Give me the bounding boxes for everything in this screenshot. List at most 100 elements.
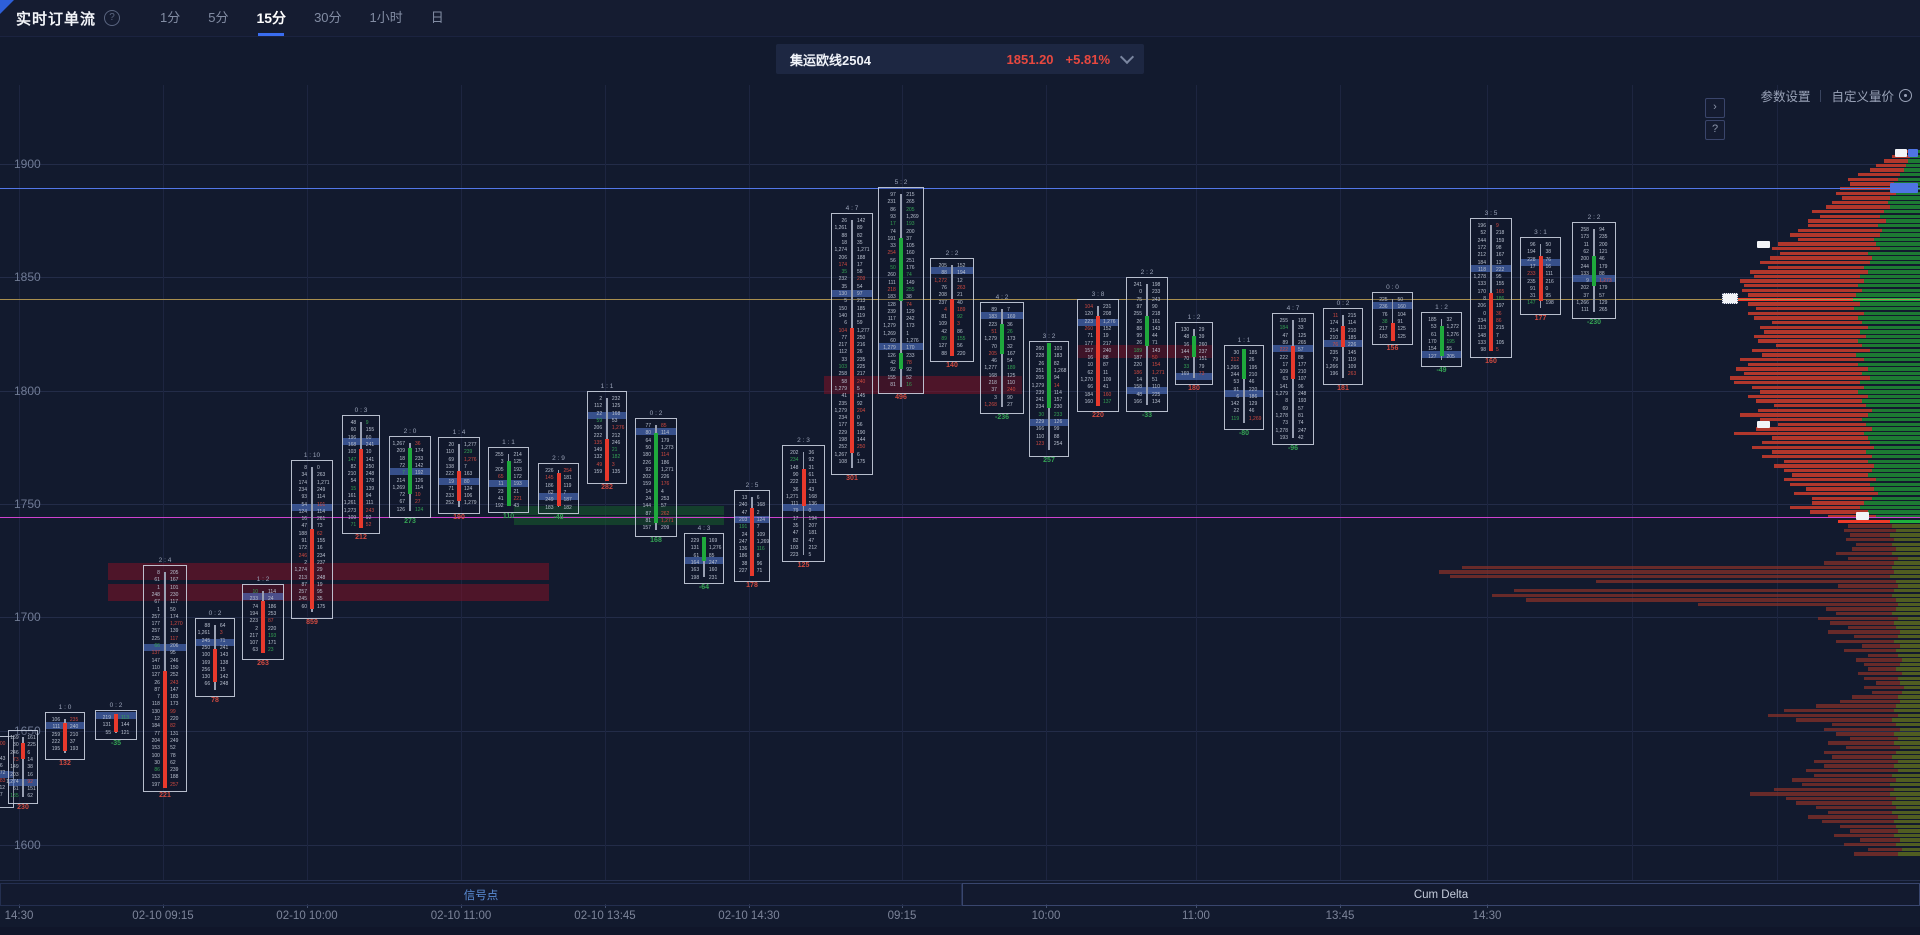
settings-link[interactable]: 参数设置 [1760,90,1811,104]
tab-timeframe-3[interactable]: 15分 [256,0,286,36]
volume-profile-bar [1884,159,1920,163]
grid-line-horizontal [0,845,1920,846]
volume-profile-bar [1816,704,1920,708]
footprint-candle[interactable]: 225 50 236 160 76 104 38 91 217 125 163 125 0 : 0 156 [1372,284,1413,352]
panel-help-button[interactable]: ? [1705,120,1725,140]
footprint-candle[interactable]: 258 94 173 235 11 200 62 121 200 46 244 179 133 88 9 1,… [1572,214,1616,326]
grid-line-vertical [1777,85,1778,880]
signal-panel-label: 信号点 [463,889,499,902]
corner-decoration [0,0,14,14]
footprint-candle[interactable]: 20 1,277 110 239 69 1,276 138 7 222 163 19 80 71 124 2… [438,429,480,521]
candle-body [114,714,118,732]
footprint-candle[interactable]: 1581001011562438146161172121183208112111… [0,736,14,808]
footprint-candle[interactable]: 202 36 234 92 148 31 90 61 222 131 36 43 1,271 168 111… [782,437,825,569]
footprint-candle[interactable]: 26 142 1,261 89 88 82 18 35 1,274 1,271 206 188 174 1… [831,205,873,482]
help-icon[interactable]: ? [104,10,121,26]
expand-panel-button[interactable]: › [1705,98,1725,118]
footprint-candle[interactable]: 8 0 34 263 174 1,271 234 249 93 114 54 101 124 114 16 2… [291,452,333,626]
candle-body [556,473,561,506]
volume-profile-bar [1740,357,1920,362]
footprint-candle[interactable]: 229 169 131 1,276 61 85 164 247 163 160 198 231 4 : … [684,525,724,591]
footprint-candle[interactable]: 8 205 61 167 1 101 248 230 67 117 1 50 257 174 177 1,27… [143,557,187,799]
volume-profile-bar [1734,381,1920,385]
grid-line-vertical [1632,85,1633,880]
signal-panel[interactable]: 信号点 [0,883,962,906]
tab-timeframe-2[interactable]: 5分 [208,10,229,25]
footprint-candle[interactable]: 226 254 145 181 186 119 62 7 249 187 183 182 2 : 9 -4… [538,455,579,521]
footprint-candle[interactable]: 255 193 184 33 47 125 89 265 222 57 222 88 17 177 109 2… [1272,305,1314,452]
eye-icon[interactable] [1899,89,1912,102]
instrument-badge[interactable]: 集运欧线2504 1851.20 +5.81% [776,44,1144,74]
custom-volume-price-link[interactable]: 自定义量价 [1831,90,1894,104]
tab-timeframe-6[interactable]: 日 [430,10,444,25]
footprint-candle[interactable]: 260 103 228 183 26 82 251 1,268 205 94 1,279 14 239 1… [1029,333,1069,464]
candle-delta-label: 160 [1485,358,1497,365]
footprint-candle[interactable]: 96 50 194 38 228 76 17 16 233 111 235 216 91 0 31 95 147… [1520,229,1561,322]
candle-ratio-label: 1 : 2 [1435,304,1448,311]
candle-body [163,671,167,788]
volume-profile-bar [1450,575,1920,579]
upper-band-line [0,188,1920,189]
chart-toolbar: 参数设置 自定义量价 [1760,86,1912,105]
candle-delta-label: -96 [1287,445,1299,452]
volume-profile-bar [1744,283,1920,288]
candle-wick [1292,320,1294,438]
volume-profile-bar [1772,320,1920,325]
footprint-candle[interactable]: 1,267 36 209 174 18 233 72 142 7 192 214 126 1,269 11… [389,428,431,525]
footprint-candle[interactable]: 255 214 3 125 205 193 65 172 11 193 23 21 41 221 192 43… [488,439,529,520]
cum-delta-panel[interactable]: Cum Delta [962,883,1920,906]
footprint-candle[interactable]: 185 32 53 1,272 61 1,276 170 195 154 55 127 205 1 : … [1421,304,1462,374]
footprint-candle[interactable]: 159 161 30 225 246 6 73 14 149 38 203 16 1,274 92 61 15… [6,730,38,811]
volume-profile-bar [1772,247,1920,251]
poc-label [1722,293,1738,304]
footprint-candle[interactable]: 97 215 231 265 86 205 93 1,269 17 193 74 200 191 37 33… [878,179,924,401]
volume-profile-bar [1756,307,1920,311]
tab-timeframe-4[interactable]: 30分 [314,10,342,25]
volume-profile-bar [1806,769,1920,773]
candle-body [950,299,954,356]
footprint-candle[interactable]: 89 7 183 169 223 36 51 26 1,279 173 70 32 205 167 46 54… [980,294,1024,421]
candle-wick [1490,225,1492,351]
volume-profile-bar [1846,745,1920,750]
footprint-candle[interactable]: 13 6 240 168 47 2 203 124 191 7 24 109 247 1,269 136 11… [734,482,770,589]
footprint-candle[interactable]: 48 9 60 155 196 60 168 241 103 10 147 141 82 250 210 24… [342,407,380,541]
footprint-candle[interactable]: 196 9 52 218 244 159 172 98 212 167 184 13 118 222 1,2… [1470,210,1512,365]
footprint-candle[interactable]: 88 64 1,261 3 245 71 250 241 100 143 169 138 256 15 13… [195,610,235,704]
tab-timeframe-5[interactable]: 1小时 [369,10,403,25]
volume-profile-bar [1744,371,1920,376]
volume-profile-bar [1756,399,1920,403]
footprint-candle[interactable]: 2 232 112 125 22 168 59 53 206 1,276 222 212 135 246 1… [587,383,627,491]
footprint-candle[interactable]: 10 114 233 24 74 186 194 253 223 87 2 220 217 193 107 1… [242,576,284,667]
candle-body [1192,336,1196,357]
volume-profile-bar [1698,602,1920,607]
volume-profile-bar [1778,422,1920,426]
candle-delta-label: 221 [159,792,171,799]
volume-profile-bar [1862,644,1920,648]
tab-timeframe-1[interactable]: 1分 [160,10,181,25]
footprint-candle[interactable]: 205 152 88 194 1,272 12 76 263 208 21 237 40 4 189 81 9… [930,250,974,369]
cum-delta-label: Cum Delta [1413,888,1469,901]
volume-profile-bar [1462,565,1920,570]
candle-ratio-label: 1 : 1 [600,383,614,390]
volume-profile-bar [1784,459,1920,463]
footprint-candle[interactable]: 106 235 111 240 259 210 222 37 195 193 1 : 0 132 [45,704,85,767]
footprint-candle[interactable]: 30 185 212 26 1,265 195 244 210 53 46 91 220 6 186 142… [1224,337,1264,437]
volume-profile-bar [1850,736,1920,741]
val-label [1856,512,1869,520]
chevron-down-icon[interactable] [1119,49,1135,65]
volume-profile-bar [1806,487,1920,491]
footprint-candle[interactable]: 77 85 80 114 64 179 50 1,273 180 114 226 186 92 1,271… [635,410,677,544]
candle-body [1489,293,1493,351]
candle-delta-label: 190 [453,514,465,521]
grid-line-vertical [902,85,903,880]
candle-delta-label: 496 [895,394,907,401]
footprint-candle[interactable]: 11 215 174 114 214 210 210 185 76 226 235 145 79 119 1… [1323,300,1363,392]
footprint-candle[interactable]: 219 113 131 144 55 121 0 : 2 -35 [95,702,137,747]
footprint-candle[interactable]: 241 198 0 233 75 243 97 90 255 218 26 161 88 143 99 44 2… [1126,269,1168,419]
instrument-price: 1851.20 [1006,51,1054,67]
footprint-candle[interactable]: 104 231 120 208 223 1,276 260 152 71 19 177 217 157 2… [1077,291,1119,419]
volume-profile-bar [1768,713,1920,718]
volume-profile-bar [1820,214,1920,219]
y-axis-label: 1850 [14,270,41,284]
